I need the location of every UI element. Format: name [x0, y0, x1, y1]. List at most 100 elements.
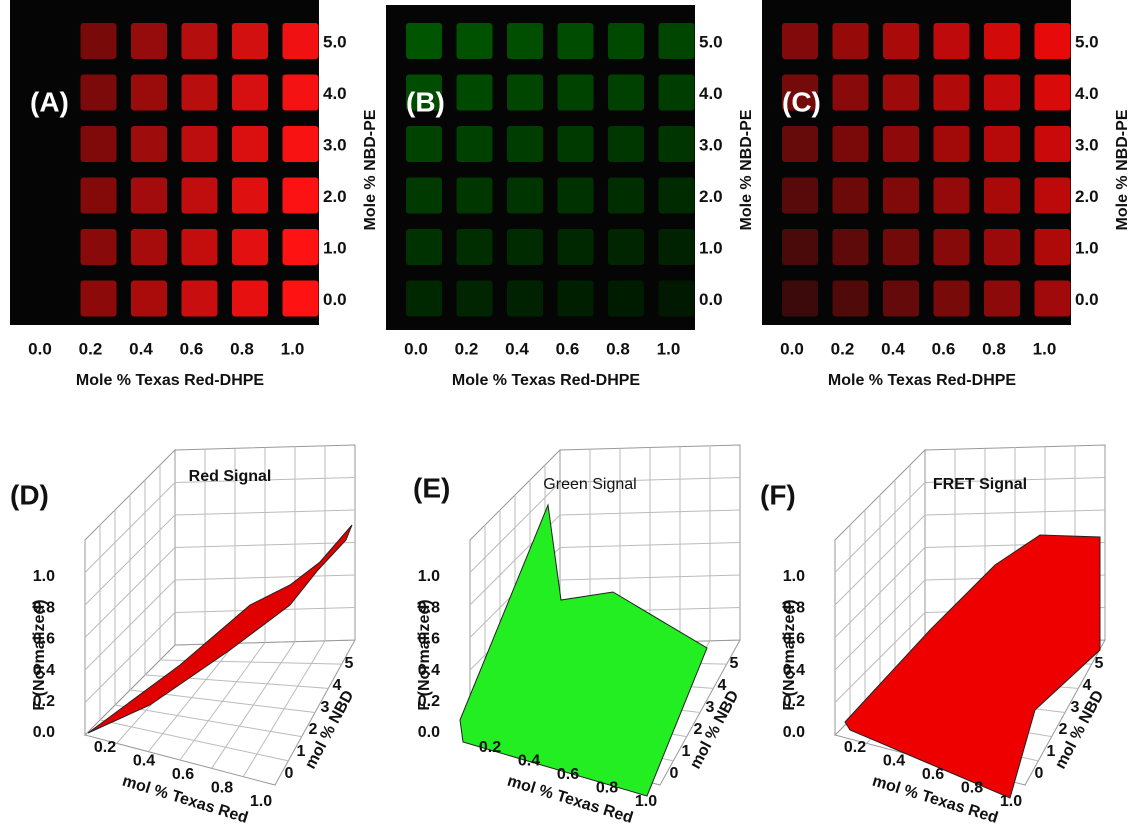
micrograph [386, 5, 695, 330]
spot [181, 74, 218, 111]
z-tick-label: 0.6 [418, 631, 440, 648]
spot [658, 126, 695, 162]
z-tick-label: 0.2 [33, 693, 55, 710]
spot [832, 74, 869, 111]
spot [1034, 23, 1071, 59]
y-tick-label: 0.0 [699, 290, 723, 309]
z-tick-label: 0.6 [783, 631, 805, 648]
spot [80, 229, 117, 265]
x-tick-label: 0.8 [982, 339, 1006, 358]
spot [1034, 126, 1071, 162]
x-tick-label: 0.4 [133, 753, 155, 770]
x-tick-label: 1.0 [635, 793, 657, 810]
spot [456, 229, 493, 265]
spot [782, 229, 818, 265]
z-tick-label: 0.8 [418, 599, 440, 616]
z-tick-label: 0.8 [33, 599, 55, 616]
spot [131, 280, 167, 317]
spot [883, 280, 919, 317]
spot [181, 177, 218, 214]
spot [557, 74, 594, 111]
x-tick-label: 0.8 [211, 780, 233, 797]
spot [181, 280, 218, 317]
spot [608, 126, 644, 162]
x-axis-title: Mole % Texas Red-DHPE [828, 372, 1017, 389]
x-tick-label: 1.0 [1000, 793, 1022, 810]
plot-title: Green Signal [543, 476, 636, 493]
spot [80, 126, 117, 162]
spot [507, 229, 543, 265]
spot [933, 23, 970, 59]
y-tick-label: 2 [1059, 721, 1068, 738]
spot [282, 23, 319, 59]
spot [131, 23, 167, 59]
x-tick-label: 0.8 [606, 339, 630, 358]
y-tick-label: 4 [333, 677, 342, 694]
z-axis-title: F (Normalized) [416, 599, 433, 710]
spot [832, 280, 869, 317]
z-tick-label: 0.8 [783, 599, 805, 616]
x-tick-label: 0.0 [780, 339, 804, 358]
panel-label: (B) [406, 86, 445, 117]
spot [232, 229, 268, 265]
y-tick-label: 3 [706, 699, 715, 716]
spot [232, 126, 268, 162]
x-tick-label: 0.0 [28, 339, 52, 358]
spot [658, 177, 695, 214]
x-tick-label: 0.4 [881, 339, 905, 358]
spot [557, 177, 594, 214]
spot [181, 126, 218, 162]
y-tick-label: 3 [321, 699, 330, 716]
y-tick-label: 2 [694, 721, 703, 738]
spot [782, 177, 818, 214]
y-tick-label: 2.0 [323, 187, 347, 206]
spot [883, 23, 919, 59]
y-tick-label: 0 [1035, 765, 1044, 782]
z-tick-label: 0.4 [783, 662, 805, 679]
spot [456, 177, 493, 214]
x-tick-label: 1.0 [281, 339, 305, 358]
y-tick-label: 4.0 [323, 84, 347, 103]
x-tick-label: 0.2 [844, 739, 866, 756]
x-tick-label: 0.2 [455, 339, 479, 358]
y-tick-label: 1.0 [1075, 238, 1099, 257]
micrograph-panel [10, 0, 319, 325]
spot [933, 280, 970, 317]
y-tick-label: 0 [670, 765, 679, 782]
spot [282, 229, 319, 265]
y-axis-title: Mole % NBD-PE [362, 109, 379, 230]
spot [232, 280, 268, 317]
surface [844, 534, 1101, 799]
spot [608, 23, 644, 59]
spot [507, 177, 543, 214]
z-tick-label: 1.0 [33, 568, 55, 585]
z-tick-label: 0.4 [418, 662, 440, 679]
spot [507, 74, 543, 111]
x-tick-label: 1.0 [1033, 339, 1057, 358]
x-tick-label: 0.2 [79, 339, 103, 358]
spot [282, 280, 319, 317]
z-axis-title: F (Normalized) [781, 599, 798, 710]
panel-label: (D) [10, 479, 49, 510]
spot [782, 74, 818, 111]
y-tick-label: 3.0 [699, 135, 723, 154]
plot-title: FRET Signal [933, 476, 1027, 493]
x-tick-label: 0.6 [172, 766, 194, 783]
y-tick-label: 3.0 [1075, 135, 1099, 154]
x-axis-title: Mole % Texas Red-DHPE [452, 372, 641, 389]
spot [658, 280, 695, 317]
spot [406, 126, 442, 162]
x-tick-label: 0.8 [961, 780, 983, 797]
spot [658, 23, 695, 59]
spot [608, 229, 644, 265]
spot [984, 23, 1020, 59]
panel-label: (C) [782, 86, 821, 117]
y-tick-label: 0.0 [323, 290, 347, 309]
spot [782, 23, 818, 59]
y-tick-label: 0.0 [1075, 290, 1099, 309]
z-tick-label: 0.0 [783, 724, 805, 741]
surface [459, 503, 708, 797]
micrograph-panel [762, 0, 1071, 325]
spot [406, 280, 442, 317]
